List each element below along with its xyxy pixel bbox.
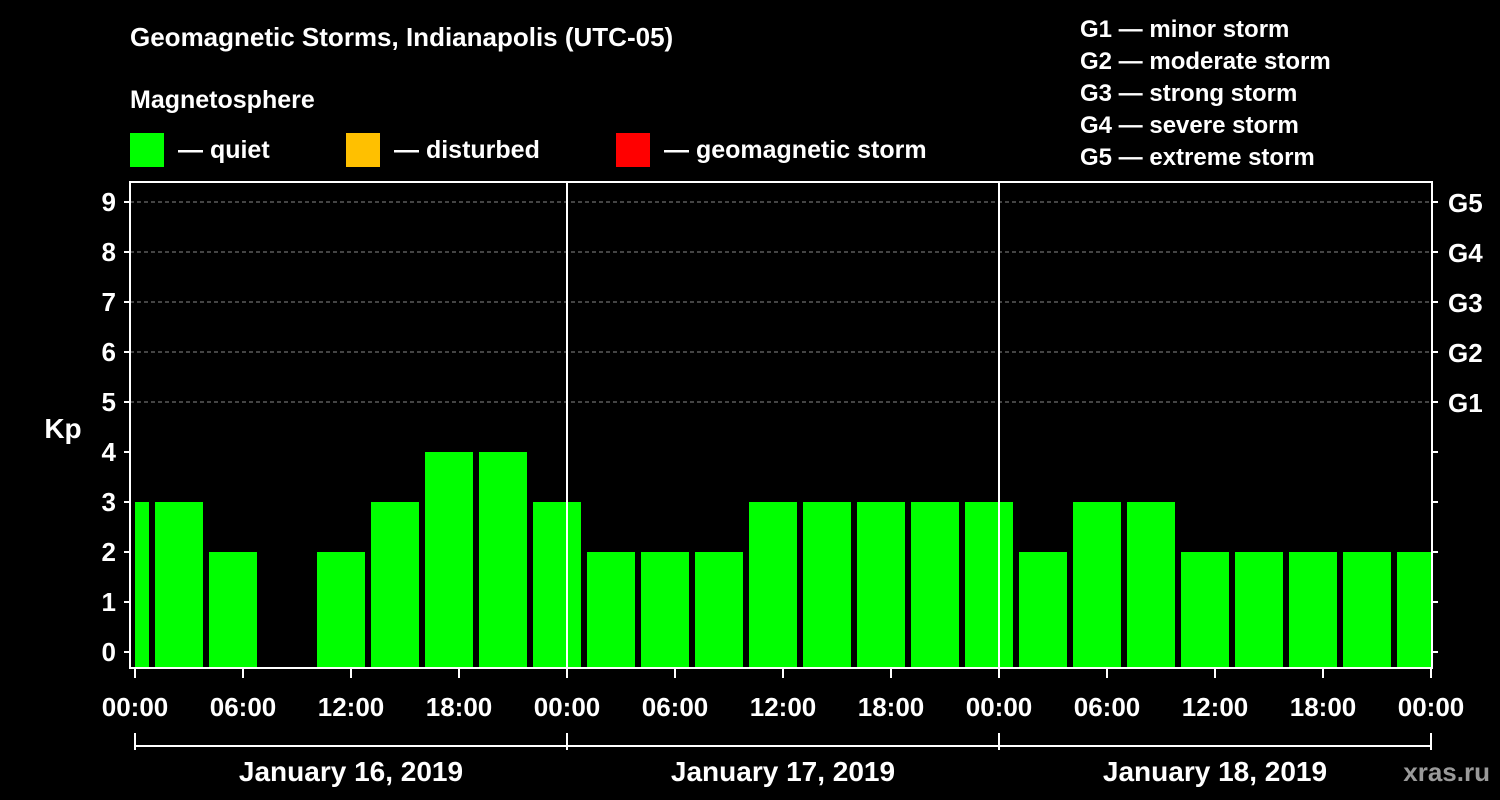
kp-bar	[371, 502, 419, 668]
legend-storm-label: — geomagnetic storm	[664, 135, 927, 164]
legend-disturbed-swatch	[346, 133, 380, 167]
kp-bar	[1235, 552, 1283, 668]
kp-bar	[587, 552, 635, 668]
storm-scale-g3: G3 — strong storm	[1080, 80, 1298, 107]
kp-bar	[857, 502, 905, 668]
legend-quiet-label: — quiet	[178, 135, 270, 164]
plot-frame	[129, 181, 1433, 669]
legend-disturbed-label: — disturbed	[394, 135, 540, 164]
magnetosphere-title: Magnetosphere	[130, 86, 315, 114]
y-tick-label: 4	[102, 437, 117, 467]
kp-bar	[803, 502, 851, 668]
kp-bar	[209, 552, 257, 668]
x-tick-label: 00:00	[966, 692, 1033, 722]
x-tick-label: 12:00	[318, 692, 385, 722]
kp-bar	[425, 452, 473, 668]
kp-bar	[1127, 502, 1175, 668]
kp-bar	[1073, 502, 1121, 668]
storm-scale-g4: G4 — severe storm	[1080, 112, 1299, 139]
kp-bar	[479, 452, 527, 668]
kp-bar	[749, 502, 797, 668]
storm-scale-g5: G5 — extreme storm	[1080, 144, 1315, 171]
x-tick-label: 00:00	[102, 692, 169, 722]
x-tick-label: 18:00	[858, 692, 925, 722]
y-tick-label: 2	[102, 537, 116, 567]
storm-scale-g1: G1 — minor storm	[1080, 16, 1290, 43]
x-tick-label: 06:00	[642, 692, 709, 722]
day-label: January 16, 2019	[239, 756, 463, 787]
y-tick-label: 1	[102, 587, 116, 617]
g-level-label: G5	[1448, 188, 1483, 218]
x-tick-label: 06:00	[210, 692, 277, 722]
legend-storm: — geomagnetic storm	[616, 132, 927, 168]
legend-quiet: — quiet	[130, 132, 270, 168]
g-level-label: G1	[1448, 388, 1483, 418]
y-tick-label: 9	[102, 187, 116, 217]
x-tick-label: 00:00	[1398, 692, 1465, 722]
kp-bar	[965, 502, 1013, 668]
kp-bar	[911, 502, 959, 668]
legend-quiet-swatch	[130, 133, 164, 167]
kp-bar	[1343, 552, 1391, 668]
chart-title: Geomagnetic Storms, Indianapolis (UTC-05…	[130, 22, 674, 52]
day-label: January 18, 2019	[1103, 756, 1327, 787]
y-tick-label: 3	[102, 487, 116, 517]
kp-bar	[1181, 552, 1229, 668]
kp-bar	[317, 552, 365, 668]
x-tick-label: 18:00	[426, 692, 493, 722]
kp-bar	[1289, 552, 1337, 668]
storm-scale-g2: G2 — moderate storm	[1080, 48, 1331, 75]
g-level-label: G4	[1448, 238, 1483, 268]
y-tick-label: 5	[102, 387, 116, 417]
y-tick-label: 8	[102, 237, 116, 267]
y-tick-label: 7	[102, 287, 116, 317]
kp-bar	[695, 552, 743, 668]
day-label: January 17, 2019	[671, 756, 895, 787]
g-level-label: G2	[1448, 338, 1483, 368]
x-tick-label: 12:00	[750, 692, 817, 722]
x-tick-label: 18:00	[1290, 692, 1357, 722]
legend-disturbed: — disturbed	[346, 132, 540, 168]
legend-storm-swatch	[616, 133, 650, 167]
kp-bar	[1397, 552, 1431, 668]
y-axis-label: Kp	[44, 413, 81, 444]
y-tick-label: 0	[102, 637, 116, 667]
kp-bar	[641, 552, 689, 668]
kp-bar	[135, 502, 149, 668]
y-tick-label: 6	[102, 337, 116, 367]
kp-bar	[533, 502, 581, 668]
x-tick-label: 12:00	[1182, 692, 1249, 722]
x-tick-label: 06:00	[1074, 692, 1141, 722]
storm-scale-legend: G1 — minor storm G2 — moderate storm G3 …	[1080, 14, 1331, 174]
kp-bar	[1019, 552, 1067, 668]
x-tick-label: 00:00	[534, 692, 601, 722]
kp-bar	[155, 502, 203, 668]
watermark: xras.ru	[1403, 757, 1490, 787]
g-level-label: G3	[1448, 288, 1483, 318]
